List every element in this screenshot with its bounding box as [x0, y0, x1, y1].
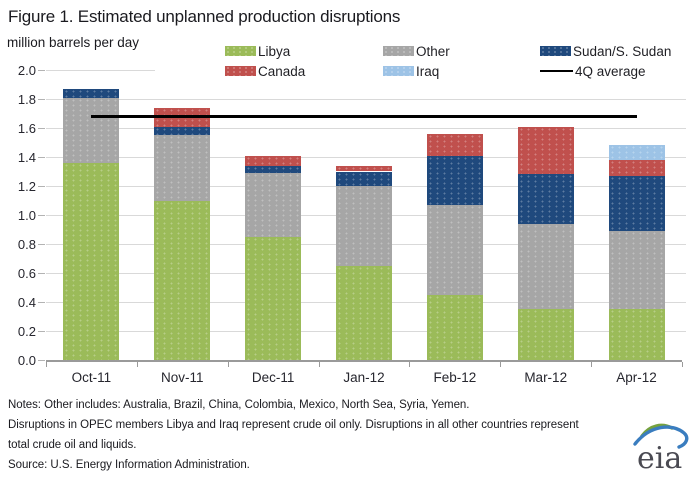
eia-logo-blue-swoosh — [633, 425, 689, 449]
x-axis-label-jan-12: Jan-12 — [343, 370, 385, 385]
legend-label: Libya — [258, 43, 291, 59]
y-tick-1.8 — [38, 98, 45, 100]
legend-swatch-icon — [540, 46, 571, 56]
legend-label: Iraq — [416, 63, 440, 79]
x-axis-line — [46, 360, 682, 362]
x-axis-tick — [500, 362, 502, 367]
bar-segment-other-feb-12 — [426, 204, 483, 295]
legend-swatch-icon — [225, 46, 256, 56]
bar-segment-sudan-s-sudan-feb-12 — [426, 155, 483, 205]
bar-segment-iraq-apr-12 — [608, 145, 665, 160]
bar-segment-libya-apr-12 — [608, 309, 665, 360]
y-axis-label-1.6: 1.6 — [17, 120, 36, 136]
x-axis-tick — [46, 362, 47, 367]
x-axis-label-mar-12: Mar-12 — [524, 370, 568, 385]
bar-segment-sudan-s-sudan-apr-12 — [608, 175, 665, 231]
bar-segment-canada-feb-12 — [426, 133, 483, 156]
bar-segment-sudan-s-sudan-jan-12 — [336, 171, 392, 186]
y-axis-label-0.8: 0.8 — [17, 236, 36, 252]
y-axis-label-2.0: 2.0 — [17, 62, 36, 78]
figure-title: Figure 1. Estimated unplanned production… — [8, 7, 401, 26]
y-tick-0.4 — [38, 301, 45, 303]
x-axis-tick — [318, 362, 320, 367]
notes-line-1: Notes: Other includes: Australia, Brazil… — [8, 399, 470, 411]
bar-segment-libya-oct-11 — [63, 162, 120, 360]
x-axis-tick — [682, 362, 683, 367]
y-tick-1.0 — [38, 214, 45, 216]
x-axis-label-dec-11: Dec-11 — [251, 370, 295, 385]
bar-segment-canada-apr-12 — [608, 159, 665, 176]
legend: Libya Other Sudan/S. Sudan Canada Iraq 4Q ave… — [155, 38, 694, 84]
legend-line-icon — [540, 69, 573, 73]
y-tick-1.2 — [38, 185, 45, 187]
bar-segment-sudan-s-sudan-oct-11 — [63, 88, 120, 98]
legend-label: Canada — [258, 63, 306, 79]
bar-segment-other-oct-11 — [63, 97, 120, 163]
legend-item-iraq: Iraq — [383, 62, 439, 80]
y-axis-label-0.2: 0.2 — [17, 323, 36, 339]
y-tick-0.8 — [38, 243, 45, 245]
notes-line-3: total crude oil and liquids. — [8, 439, 137, 451]
x-axis-tick — [136, 362, 138, 367]
bar-segment-libya-dec-11 — [245, 236, 302, 360]
units-label: million barrels per day — [7, 35, 140, 50]
bar-segment-canada-jan-12 — [336, 165, 392, 172]
y-tick-0.0 — [38, 359, 45, 361]
bar-segment-other-mar-12 — [517, 223, 574, 310]
x-axis-label-apr-12: Apr-12 — [616, 370, 657, 385]
legend-swatch-icon — [383, 46, 414, 56]
eia-logo-text: eia — [637, 441, 682, 476]
legend-item-libya: Libya — [225, 42, 290, 60]
bar-segment-other-apr-12 — [608, 230, 665, 310]
gridline-1.4 — [46, 156, 686, 158]
legend-item-canada: Canada — [225, 62, 305, 80]
bar-segment-libya-mar-12 — [517, 309, 574, 360]
y-axis-label-0.6: 0.6 — [17, 265, 36, 281]
legend-label: Other — [416, 43, 450, 59]
y-tick-0.6 — [38, 272, 45, 274]
bar-segment-libya-nov-11 — [154, 200, 211, 360]
bar-segment-sudan-s-sudan-nov-11 — [154, 126, 211, 136]
gridline-1.6 — [46, 127, 686, 129]
legend-swatch-icon — [225, 66, 256, 76]
legend-item-sudan-s-sudan: Sudan/S. Sudan — [540, 42, 671, 60]
x-axis-label-oct-11: Oct-11 — [71, 370, 112, 385]
bar-segment-canada-mar-12 — [517, 126, 574, 175]
four-quarter-average-line — [91, 114, 637, 118]
legend-label: 4Q average — [575, 63, 646, 79]
y-axis-label-0.0: 0.0 — [17, 352, 36, 368]
bar-segment-sudan-s-sudan-mar-12 — [517, 174, 574, 224]
y-axis-label-1.0: 1.0 — [17, 207, 36, 223]
legend-label: Sudan/S. Sudan — [573, 43, 672, 59]
bar-segment-canada-dec-11 — [245, 155, 302, 166]
y-axis-label-0.4: 0.4 — [17, 294, 36, 310]
x-axis-label-feb-12: Feb-12 — [433, 370, 477, 385]
legend-swatch-icon — [383, 66, 414, 76]
bar-segment-sudan-s-sudan-dec-11 — [245, 165, 302, 173]
gridline-1.8 — [46, 98, 686, 100]
legend-item-other: Other — [383, 42, 450, 60]
y-tick-1.6 — [38, 127, 45, 129]
eia-logo: eia — [633, 423, 689, 476]
y-axis-label-1.8: 1.8 — [17, 91, 36, 107]
y-tick-1.4 — [38, 156, 45, 158]
x-axis-tick — [227, 362, 229, 367]
source-line: Source: U.S. Energy Information Administ… — [8, 459, 250, 471]
bar-segment-other-nov-11 — [154, 135, 211, 201]
bar-segment-libya-jan-12 — [336, 265, 392, 360]
notes-line-2: Disruptions in OPEC members Libya and Ir… — [8, 419, 579, 431]
bar-segment-other-jan-12 — [336, 186, 392, 266]
x-axis-label-nov-11: Nov-11 — [161, 370, 204, 385]
bar-segment-other-dec-11 — [245, 172, 302, 237]
y-axis-label-1.2: 1.2 — [17, 178, 36, 194]
x-axis-tick — [409, 362, 411, 367]
legend-item-4q-average: 4Q average — [540, 62, 646, 80]
y-axis-label-1.4: 1.4 — [17, 149, 36, 165]
y-tick-0.2 — [38, 330, 45, 332]
bar-segment-libya-feb-12 — [426, 294, 483, 360]
x-axis-tick — [591, 362, 593, 367]
y-tick-2.0 — [38, 69, 45, 71]
